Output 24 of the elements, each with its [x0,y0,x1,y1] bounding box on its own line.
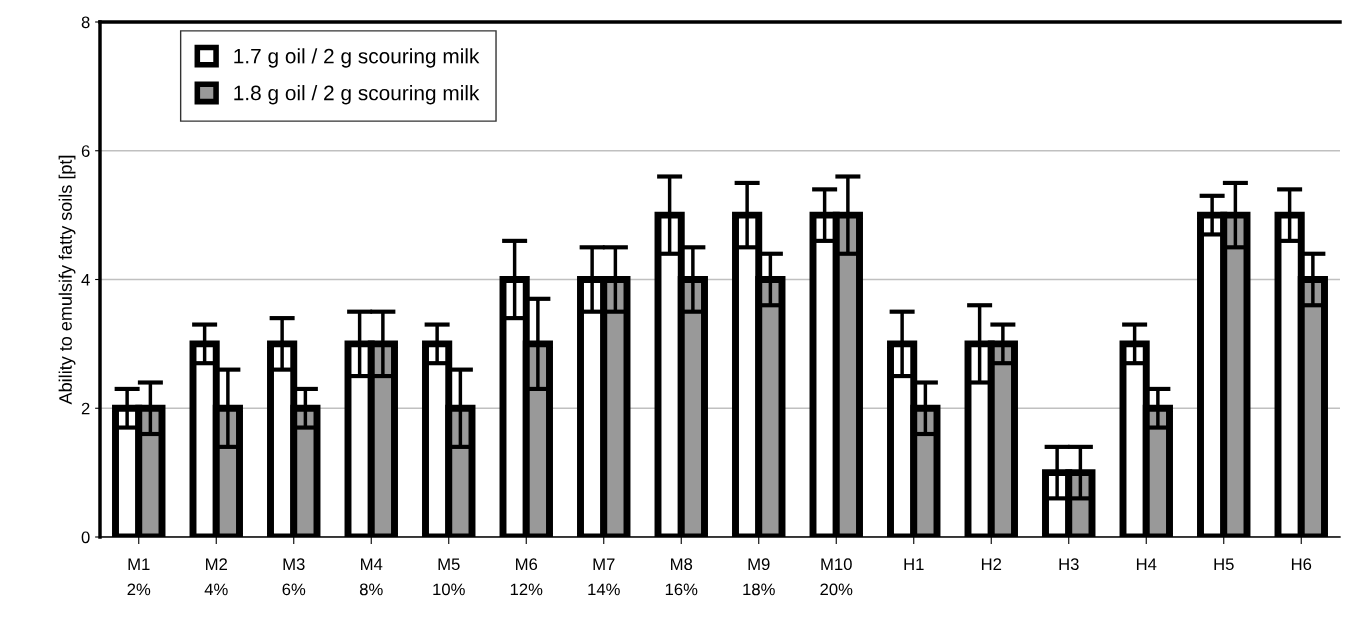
legend-label: 1.8 g oil / 2 g scouring milk [234,85,480,105]
x-tick-label: M1 2% [127,558,151,596]
x-tick-label: M6 12% [510,558,543,596]
x-tick-label: M7 14% [588,558,620,596]
x-tick-label: H2 [981,558,1002,570]
x-tick-label: M9 18% [743,558,775,596]
x-tick-label: M2 4% [204,558,228,596]
x-tick-label: M4 8% [359,558,383,596]
y-tick-label: 2 [81,402,90,415]
x-tick-label: M10 20% [820,558,853,596]
legend-label: 1.7 g oil / 2 g scouring milk [234,48,480,68]
x-tick-label: M5 10% [433,558,465,596]
y-tick-label: 8 [81,16,90,29]
x-tick-label: H6 [1291,558,1312,571]
x-tick-label: M3 6% [282,558,306,596]
x-tick-label: H1 [904,558,924,570]
y-tick-label: 6 [81,145,90,157]
y-tick-label: 4 [81,274,90,286]
x-tick-label: H4 [1136,558,1157,570]
y-tick-label: 0 [81,531,90,544]
x-tick-label: M8 16% [665,558,698,596]
x-tick-label: H3 [1059,558,1079,571]
y-axis-title: Ability to emulsify fatty soils [pt] [58,155,76,405]
x-tick-label: H5 [1214,558,1234,571]
